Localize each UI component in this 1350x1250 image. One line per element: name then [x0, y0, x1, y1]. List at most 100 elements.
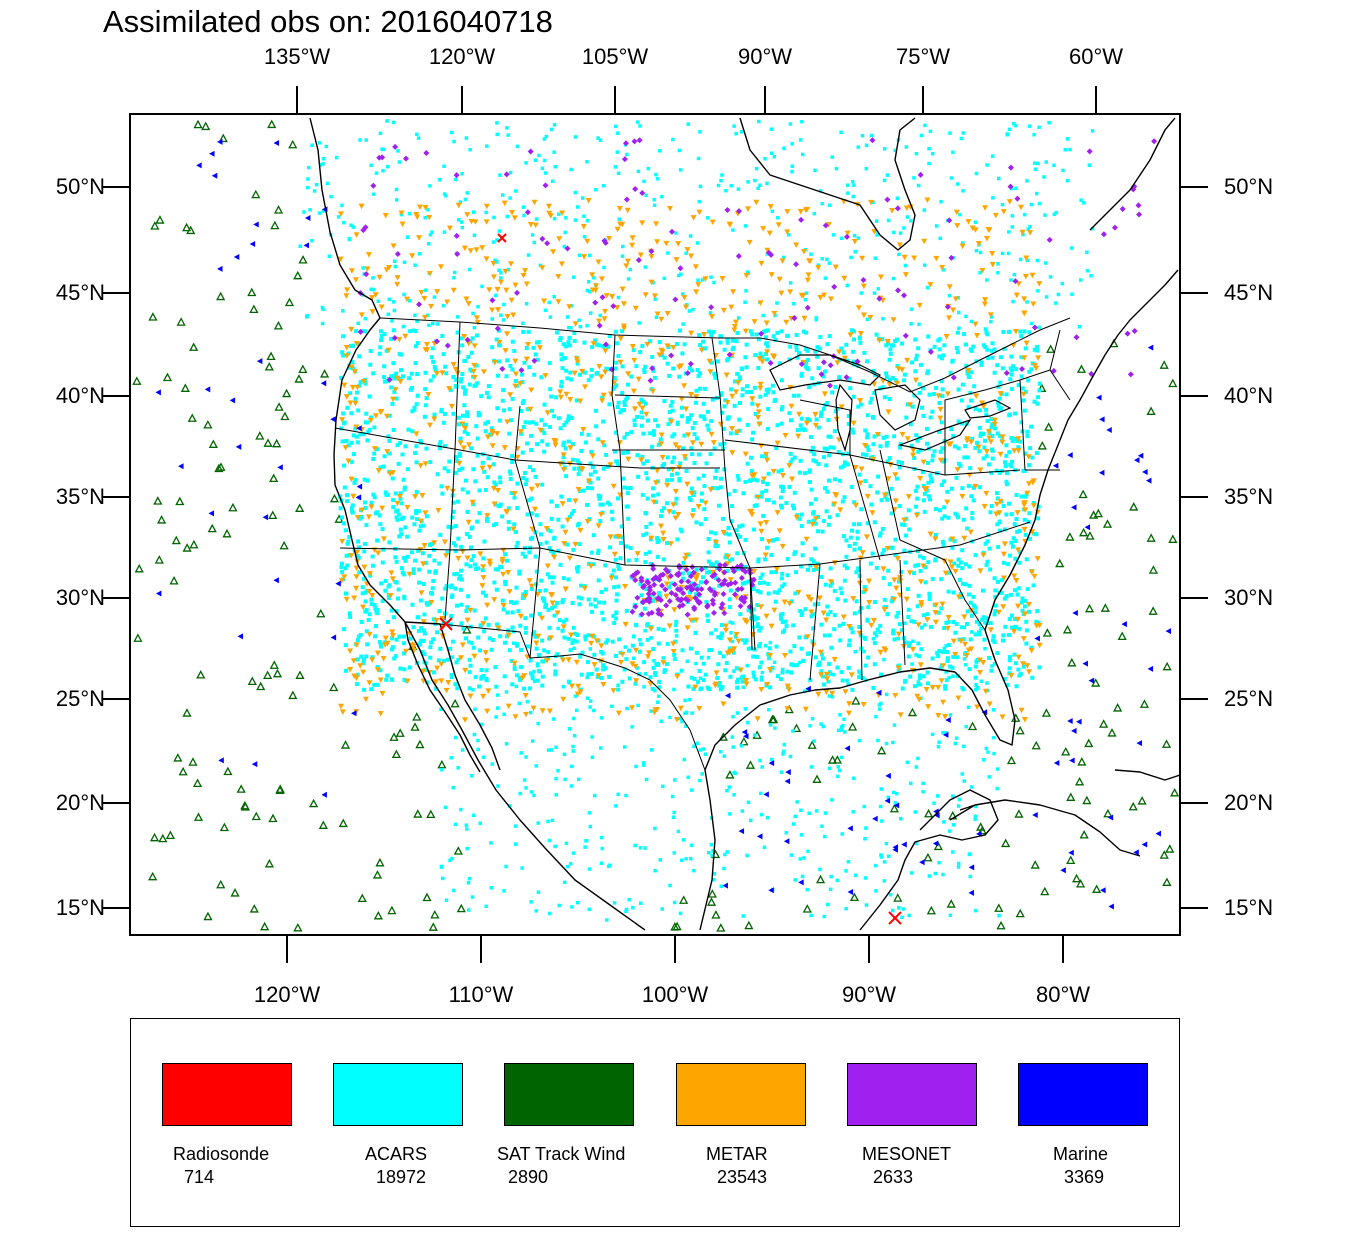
acars-marker — [414, 489, 419, 494]
acars-marker — [848, 535, 853, 540]
acars-marker — [987, 775, 992, 779]
acars-marker — [618, 410, 623, 415]
acars-marker — [540, 439, 545, 444]
acars-marker — [760, 490, 765, 495]
acars-marker — [422, 612, 427, 617]
acars-marker — [951, 794, 955, 798]
acars-marker — [872, 600, 877, 605]
acars-marker — [852, 233, 857, 238]
acars-marker — [897, 465, 902, 470]
acars-marker — [571, 275, 576, 279]
acars-marker — [1082, 201, 1086, 205]
acars-marker — [459, 220, 464, 224]
acars-marker — [480, 568, 485, 573]
acars-marker — [356, 634, 361, 639]
acars-marker — [583, 845, 587, 849]
acars-marker — [540, 428, 545, 433]
acars-marker — [417, 580, 422, 585]
acars-marker — [964, 506, 969, 511]
acars-marker — [574, 398, 579, 403]
acars-marker — [1019, 420, 1024, 425]
acars-marker — [843, 730, 847, 734]
acars-marker — [462, 359, 467, 364]
metar-marker — [417, 463, 424, 469]
acars-marker — [807, 480, 812, 485]
metar-marker — [935, 393, 942, 399]
acars-marker — [515, 540, 520, 545]
metar-marker — [380, 655, 387, 662]
metar-marker — [664, 343, 671, 349]
acars-marker — [325, 181, 330, 186]
acars-marker — [1008, 592, 1013, 597]
acars-marker — [427, 323, 431, 328]
acars-marker — [475, 381, 480, 386]
acars-marker — [547, 575, 552, 580]
acars-marker — [398, 496, 403, 501]
acars-marker — [953, 741, 958, 746]
metar-marker — [1023, 255, 1030, 261]
acars-marker — [617, 637, 622, 642]
acars-marker — [846, 421, 851, 426]
acars-marker — [906, 644, 911, 649]
metar-marker — [1006, 199, 1013, 205]
acars-marker — [509, 599, 514, 604]
acars-marker — [449, 595, 454, 600]
metar-marker — [522, 268, 529, 274]
acars-marker — [700, 278, 705, 282]
sat-wind-marker — [182, 543, 192, 552]
acars-marker — [1024, 557, 1029, 562]
acars-marker — [499, 271, 503, 275]
acars-marker — [734, 131, 738, 136]
acars-marker — [1065, 136, 1070, 141]
left-lat-label: 20°N — [55, 790, 105, 815]
acars-marker — [925, 670, 930, 675]
acars-marker — [720, 173, 724, 177]
acars-marker — [371, 287, 376, 292]
acars-marker — [513, 378, 518, 383]
acars-marker — [578, 372, 583, 377]
metar-marker — [443, 687, 450, 694]
metar-marker — [895, 366, 902, 372]
acars-marker — [942, 343, 947, 348]
acars-marker — [353, 329, 358, 334]
acars-marker — [963, 342, 968, 347]
acars-marker — [716, 635, 721, 640]
acars-marker — [363, 316, 368, 321]
acars-marker — [410, 515, 415, 520]
metar-marker — [774, 510, 781, 516]
acars-marker — [465, 414, 470, 419]
acars-marker — [748, 329, 753, 334]
acars-marker — [778, 503, 783, 508]
acars-marker — [720, 684, 725, 689]
acars-marker — [955, 655, 960, 660]
acars-marker — [468, 564, 473, 569]
acars-marker — [638, 350, 643, 355]
metar-marker — [1018, 707, 1025, 714]
acars-marker — [596, 578, 601, 583]
acars-marker — [670, 399, 675, 404]
acars-marker — [540, 674, 545, 679]
acars-marker — [939, 420, 944, 425]
acars-marker — [913, 810, 918, 814]
metar-marker — [733, 631, 740, 638]
acars-marker — [640, 344, 645, 349]
metar-marker — [773, 566, 780, 573]
acars-marker — [369, 500, 374, 505]
acars-marker — [378, 668, 383, 673]
acars-marker — [495, 567, 500, 572]
acars-marker — [957, 326, 961, 330]
acars-marker — [704, 461, 709, 466]
acars-marker — [921, 555, 926, 560]
acars-marker — [735, 551, 740, 556]
acars-marker — [752, 477, 757, 482]
acars-marker — [962, 455, 967, 460]
acars-marker — [525, 407, 530, 412]
metar-marker — [893, 585, 900, 592]
metar-marker — [463, 296, 470, 302]
metar-marker — [455, 555, 462, 562]
acars-marker — [896, 610, 901, 615]
metar-marker — [512, 371, 519, 378]
acars-marker — [732, 669, 736, 673]
acars-marker — [905, 402, 910, 407]
metar-marker — [894, 556, 901, 562]
